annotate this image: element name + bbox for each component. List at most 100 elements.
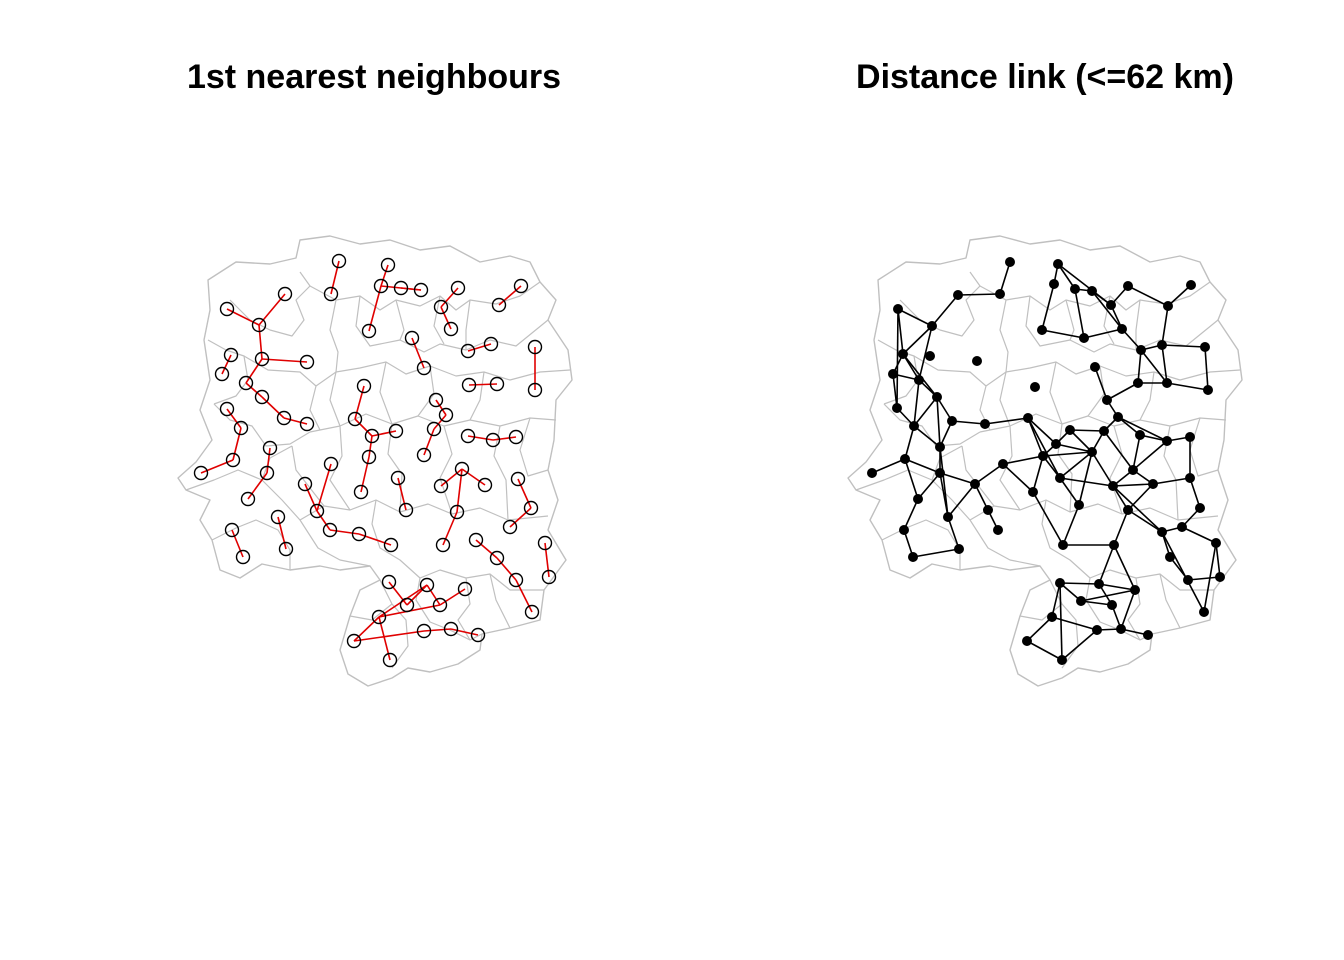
distance-link (1078, 451, 1093, 506)
knn-link (277, 516, 287, 550)
centroid-point (1030, 381, 1041, 392)
distance-link (912, 548, 960, 558)
centroid-marker (299, 416, 315, 432)
right-internal-boundary (881, 519, 961, 570)
distance-link (1127, 483, 1154, 511)
knn-link (245, 358, 263, 384)
centroid-point (1148, 478, 1159, 489)
centroid-marker (419, 577, 435, 593)
distance-link (902, 325, 933, 355)
distance-link (1026, 616, 1053, 642)
centroid-marker (461, 377, 477, 393)
distance-link (957, 293, 1001, 296)
knn-link (433, 414, 447, 430)
distance-link (1161, 531, 1205, 613)
knn-link (439, 588, 466, 606)
distance-link (913, 396, 938, 427)
left-internal-boundary (349, 603, 393, 621)
knn-link (442, 511, 458, 546)
left-internal-boundary (309, 413, 557, 433)
distance-link (903, 498, 919, 531)
right-panel-title: Distance link (<=62 km) (856, 58, 1234, 96)
distance-link (904, 425, 915, 460)
centroid-marker (527, 339, 543, 355)
distance-link (918, 325, 933, 381)
centroid-point (1065, 424, 1076, 435)
centroid-point (1051, 438, 1062, 449)
distance-link (1113, 544, 1136, 591)
distance-link (913, 425, 941, 448)
centroid-marker (235, 549, 251, 565)
distance-link (1189, 477, 1201, 509)
centroid-marker (468, 532, 484, 548)
knn-link (245, 382, 263, 398)
centroid-point (1177, 522, 1188, 533)
centroid-marker (508, 429, 524, 445)
centroid-point (1195, 502, 1206, 513)
left-region-outline (177, 235, 573, 687)
distance-link (1032, 455, 1044, 493)
centroid-point (980, 418, 991, 429)
centroid-point (1094, 579, 1105, 590)
centroid-point (995, 288, 1006, 299)
left-internal-boundary (329, 299, 339, 373)
centroid-point (1106, 299, 1117, 310)
centroid-marker (435, 537, 451, 553)
centroid-marker (381, 574, 397, 590)
centroid-point (1199, 607, 1210, 618)
distance-link (1042, 451, 1093, 457)
distance-link (1002, 455, 1044, 465)
knn-link (544, 542, 550, 578)
centroid-marker (523, 500, 539, 516)
centroid-point (909, 420, 920, 431)
distance-link (1117, 416, 1168, 442)
centroid-point (1203, 384, 1214, 395)
centroid-point (1162, 377, 1173, 388)
left-map-nearest-neighbours (177, 235, 573, 687)
centroid-point (1055, 578, 1066, 589)
centroid-point (1057, 655, 1068, 666)
distance-link (1059, 582, 1063, 661)
distance-link (1161, 344, 1206, 348)
centroid-marker (224, 522, 240, 538)
centroid-point (1116, 624, 1127, 635)
right-internal-boundary (855, 469, 1041, 567)
centroid-marker (233, 420, 249, 436)
distance-link (1059, 477, 1114, 487)
centroid-marker (524, 604, 540, 620)
distance-link (1069, 429, 1093, 453)
centroid-point (1185, 472, 1196, 483)
centroid-marker (413, 282, 429, 298)
centroid-marker (433, 299, 449, 315)
distance-link (1055, 443, 1093, 453)
centroid-point (1037, 324, 1048, 335)
right-internal-boundary (1057, 423, 1073, 513)
knn-link (226, 308, 260, 326)
centroid-marker (331, 253, 347, 269)
left-internal-boundary (465, 299, 471, 350)
centroid-marker (262, 440, 278, 456)
centroid-point (1200, 341, 1211, 352)
centroid-point (943, 512, 954, 523)
right-internal-boundary (1065, 299, 1075, 341)
centroid-marker (219, 301, 235, 317)
distance-link (1132, 434, 1141, 471)
left-internal-boundary (213, 403, 311, 447)
centroid-marker (450, 280, 466, 296)
centroid-marker (449, 504, 465, 520)
centroid-marker (393, 280, 409, 296)
right-outer-boundary (847, 235, 1243, 687)
centroid-marker (398, 502, 414, 518)
left-internal-boundary (355, 295, 549, 353)
centroid-marker (225, 452, 241, 468)
centroid-marker (383, 537, 399, 553)
knn-link (329, 529, 360, 535)
centroid-marker (361, 449, 377, 465)
centroid-point (1079, 332, 1090, 343)
centroid-point (1135, 429, 1146, 440)
knn-link (467, 435, 494, 441)
centroid-point (1074, 499, 1085, 510)
centroid-point (1186, 279, 1197, 290)
distance-link (1140, 349, 1168, 384)
